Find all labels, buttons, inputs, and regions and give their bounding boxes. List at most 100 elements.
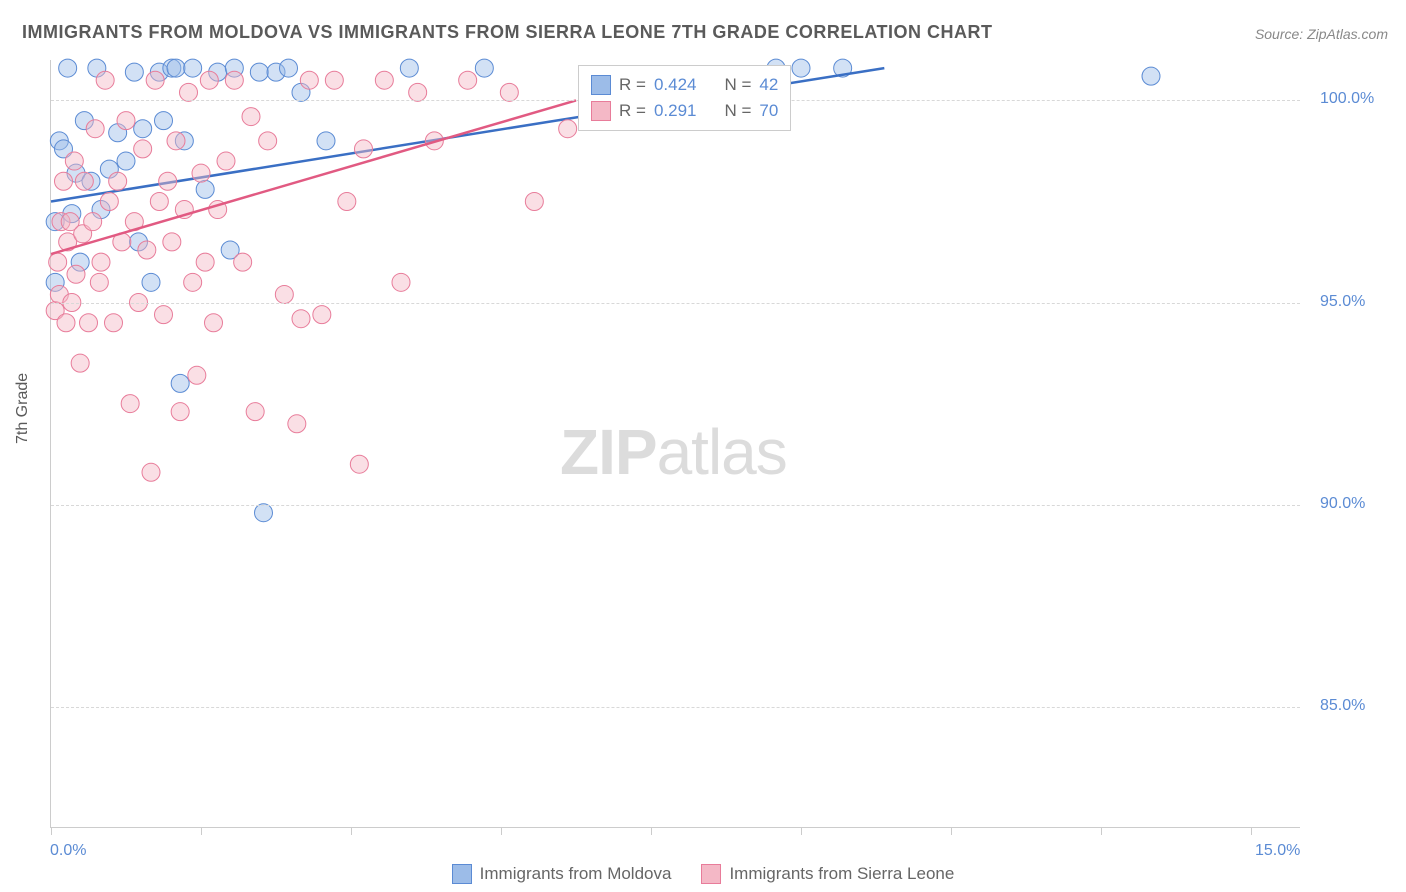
scatter-point (134, 120, 152, 138)
scatter-point (49, 253, 67, 271)
x-tick (201, 827, 202, 835)
scatter-point (246, 403, 264, 421)
scatter-point (57, 314, 75, 332)
corr-n-label: N = (724, 72, 751, 98)
y-axis-title: 7th Grade (14, 373, 32, 444)
scatter-point (500, 83, 518, 101)
scatter-point (184, 59, 202, 77)
scatter-point (105, 314, 123, 332)
scatter-point (242, 108, 260, 126)
y-tick-label: 100.0% (1320, 90, 1374, 108)
scatter-point (121, 395, 139, 413)
legend-label-sierra-leone: Immigrants from Sierra Leone (729, 864, 954, 884)
scatter-point (100, 192, 118, 210)
y-tick-label: 85.0% (1320, 697, 1365, 715)
x-tick (351, 827, 352, 835)
scatter-point (1142, 67, 1160, 85)
plot-area (50, 60, 1300, 828)
scatter-point (559, 120, 577, 138)
scatter-point (313, 306, 331, 324)
scatter-point (196, 253, 214, 271)
legend-label-moldova: Immigrants from Moldova (480, 864, 672, 884)
scatter-point (409, 83, 427, 101)
gridline (51, 303, 1300, 304)
chart-container: IMMIGRANTS FROM MOLDOVA VS IMMIGRANTS FR… (0, 0, 1406, 892)
x-tick-label: 15.0% (1255, 842, 1300, 860)
scatter-point (792, 59, 810, 77)
scatter-point (184, 273, 202, 291)
scatter-point (55, 172, 73, 190)
scatter-point (255, 504, 273, 522)
scatter-point (146, 71, 164, 89)
x-tick (801, 827, 802, 835)
scatter-point (86, 120, 104, 138)
scatter-point (525, 192, 543, 210)
scatter-point (75, 172, 93, 190)
scatter-point (275, 285, 293, 303)
corr-r-value: 0.291 (654, 98, 697, 124)
scatter-point (280, 59, 298, 77)
scatter-point (125, 63, 143, 81)
scatter-point (225, 71, 243, 89)
scatter-point (90, 273, 108, 291)
scatter-point (96, 71, 114, 89)
gridline (51, 707, 1300, 708)
scatter-point (350, 455, 368, 473)
correlation-legend: R =0.424N =42R = 0.291N =70 (578, 65, 791, 131)
scatter-point (459, 71, 477, 89)
x-tick (1101, 827, 1102, 835)
swatch-moldova (452, 864, 472, 884)
corr-swatch (591, 101, 611, 121)
corr-row: R = 0.291N =70 (591, 98, 778, 124)
scatter-point (159, 172, 177, 190)
scatter-point (59, 59, 77, 77)
scatter-point (317, 132, 335, 150)
scatter-point (117, 152, 135, 170)
scatter-point (163, 233, 181, 251)
legend-item-moldova: Immigrants from Moldova (452, 864, 672, 884)
x-tick-label: 0.0% (50, 842, 86, 860)
x-tick (51, 827, 52, 835)
y-tick-label: 90.0% (1320, 495, 1365, 513)
scatter-point (288, 415, 306, 433)
scatter-point (392, 273, 410, 291)
scatter-point (400, 59, 418, 77)
bottom-legend: Immigrants from Moldova Immigrants from … (0, 864, 1406, 884)
scatter-point (92, 253, 110, 271)
corr-r-value: 0.424 (654, 72, 697, 98)
scatter-point (67, 265, 85, 283)
scatter-point (150, 192, 168, 210)
scatter-point (171, 403, 189, 421)
scatter-point (180, 83, 198, 101)
scatter-point (475, 59, 493, 77)
scatter-point (325, 71, 343, 89)
x-tick (501, 827, 502, 835)
scatter-point (71, 354, 89, 372)
corr-n-value: 70 (759, 98, 778, 124)
scatter-point (65, 152, 83, 170)
scatter-point (117, 112, 135, 130)
swatch-sierra-leone (701, 864, 721, 884)
scatter-point (338, 192, 356, 210)
scatter-point (155, 306, 173, 324)
corr-n-value: 42 (759, 72, 778, 98)
scatter-point (155, 112, 173, 130)
x-tick (651, 827, 652, 835)
scatter-point (109, 172, 127, 190)
scatter-point (234, 253, 252, 271)
y-tick-label: 95.0% (1320, 293, 1365, 311)
scatter-point (188, 366, 206, 384)
scatter-point (171, 374, 189, 392)
corr-swatch (591, 75, 611, 95)
scatter-point (250, 63, 268, 81)
scatter-point (192, 164, 210, 182)
scatter-point (138, 241, 156, 259)
scatter-point (80, 314, 98, 332)
corr-row: R =0.424N =42 (591, 72, 778, 98)
chart-title: IMMIGRANTS FROM MOLDOVA VS IMMIGRANTS FR… (22, 22, 992, 43)
source-attribution: Source: ZipAtlas.com (1255, 26, 1388, 42)
scatter-point (134, 140, 152, 158)
scatter-point (200, 71, 218, 89)
scatter-point (300, 71, 318, 89)
legend-item-sierra-leone: Immigrants from Sierra Leone (701, 864, 954, 884)
